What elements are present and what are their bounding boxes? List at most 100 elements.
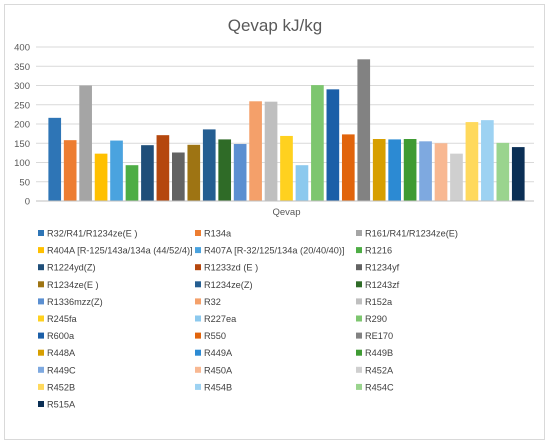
legend-entry: R452B xyxy=(38,382,75,392)
bar-3 xyxy=(79,85,92,201)
legend-swatch xyxy=(195,332,201,339)
bar-9 xyxy=(172,152,185,201)
legend-swatch xyxy=(38,264,44,271)
bar-7 xyxy=(141,145,154,201)
legend-entry: R1234ze(Z) xyxy=(195,280,253,290)
legend-entry: R1233zd (E ) xyxy=(195,263,258,273)
y-tick-label: 50 xyxy=(19,177,30,188)
legend-swatch xyxy=(356,315,362,322)
bar-18 xyxy=(311,85,324,201)
legend-label: R454B xyxy=(204,382,232,392)
y-tick-label: 250 xyxy=(14,100,30,111)
legend-label: R600a xyxy=(47,331,75,341)
legend-entry: R600a xyxy=(38,331,75,341)
bar-12 xyxy=(218,139,232,201)
chart-title: Qevap kJ/kg xyxy=(228,16,323,35)
y-tick-label: 200 xyxy=(14,120,30,131)
legend-label: R1216 xyxy=(365,246,392,256)
bar-28 xyxy=(465,122,479,201)
legend-swatch xyxy=(195,247,201,254)
legend-label: R1233zd (E ) xyxy=(204,263,258,273)
bar-29 xyxy=(481,120,494,201)
legend-label: R449B xyxy=(365,348,393,358)
legend-entry: R152a xyxy=(356,297,393,307)
legend-swatch xyxy=(38,366,44,373)
y-tick-label: 350 xyxy=(14,62,30,73)
legend-label: R161/R41/R1234ze(E) xyxy=(365,229,458,239)
legend-entry: R448A xyxy=(38,348,76,358)
legend-entry: R449C xyxy=(38,365,76,375)
bar-5 xyxy=(110,140,123,201)
bar-24 xyxy=(403,139,417,201)
y-tick-label: 300 xyxy=(14,81,30,92)
bar-1 xyxy=(48,117,62,201)
legend: R32/R41/R1234ze(E ) R134a R161/R41/R1234ze… xyxy=(38,229,458,410)
bar-30 xyxy=(496,142,510,201)
bar-17 xyxy=(295,165,309,201)
legend-entry: R550 xyxy=(195,331,226,341)
legend-entry: R1234yf xyxy=(356,263,400,273)
legend-entry: R32 xyxy=(195,297,221,307)
legend-entry: R454B xyxy=(195,382,232,392)
legend-swatch xyxy=(356,230,362,236)
bar-8 xyxy=(156,135,170,201)
legend-entry: R161/R41/R1234ze(E) xyxy=(356,229,458,239)
legend-entry: R454C xyxy=(356,382,394,392)
legend-swatch xyxy=(356,332,362,339)
legend-entry: R134a xyxy=(195,229,232,239)
bar-10 xyxy=(187,144,201,201)
legend-swatch xyxy=(356,383,362,390)
bar-23 xyxy=(388,139,401,201)
bar-21 xyxy=(357,59,371,201)
legend-label: R1234yf xyxy=(365,263,400,273)
y-axis-ticks: 0 50 100 150 200 250 300 350 400 xyxy=(14,43,30,208)
legend-swatch xyxy=(195,366,201,373)
legend-label: R134a xyxy=(204,229,232,239)
legend-entry: R450A xyxy=(195,365,233,375)
bar-4 xyxy=(94,153,108,201)
legend-label: R227ea xyxy=(204,314,237,324)
legend-entry: R227ea xyxy=(195,314,237,324)
legend-entry: R245fa xyxy=(38,314,78,324)
legend-swatch xyxy=(195,298,201,305)
legend-label: RE170 xyxy=(365,331,393,341)
legend-label: R550 xyxy=(204,331,226,341)
legend-swatch xyxy=(356,281,362,288)
legend-label: R1234ze(Z) xyxy=(204,280,253,290)
legend-entry: R1243zf xyxy=(356,280,400,290)
bar-2 xyxy=(63,140,77,201)
legend-label: R407A [R-32/125/134a (20/40/40)] xyxy=(204,246,344,256)
legend-entry: RE170 xyxy=(356,331,393,341)
legend-label: R449C xyxy=(47,365,76,375)
legend-entry: R290 xyxy=(356,314,387,324)
legend-swatch xyxy=(195,281,201,288)
bar-13 xyxy=(233,144,247,201)
legend-entry: R515A xyxy=(38,400,76,410)
legend-label: R450A xyxy=(204,365,233,375)
y-tick-label: 400 xyxy=(14,43,30,54)
bar-6 xyxy=(125,165,139,201)
bar-22 xyxy=(372,139,386,201)
x-category-label: Qevap xyxy=(273,207,301,218)
y-tick-label: 0 xyxy=(25,197,30,208)
legend-entry: R1234ze(E ) xyxy=(38,280,99,290)
legend-label: R32 xyxy=(204,297,221,307)
legend-label: R1234ze(E ) xyxy=(47,280,99,290)
legend-entry: R449B xyxy=(356,348,393,358)
legend-swatch xyxy=(38,247,44,254)
legend-swatch xyxy=(195,230,201,236)
legend-swatch xyxy=(356,264,362,271)
legend-swatch xyxy=(38,383,44,390)
legend-label: R515A xyxy=(47,400,76,410)
legend-label: R290 xyxy=(365,314,387,324)
legend-swatch xyxy=(38,401,44,407)
bar-31 xyxy=(511,147,525,201)
bar-19 xyxy=(326,89,340,201)
bar-16 xyxy=(280,135,293,201)
legend-entry: R1216 xyxy=(356,246,392,256)
legend-entry: R449A xyxy=(195,348,233,358)
legend-label: R454C xyxy=(365,382,394,392)
y-tick-label: 150 xyxy=(14,139,30,150)
legend-swatch xyxy=(195,264,201,271)
